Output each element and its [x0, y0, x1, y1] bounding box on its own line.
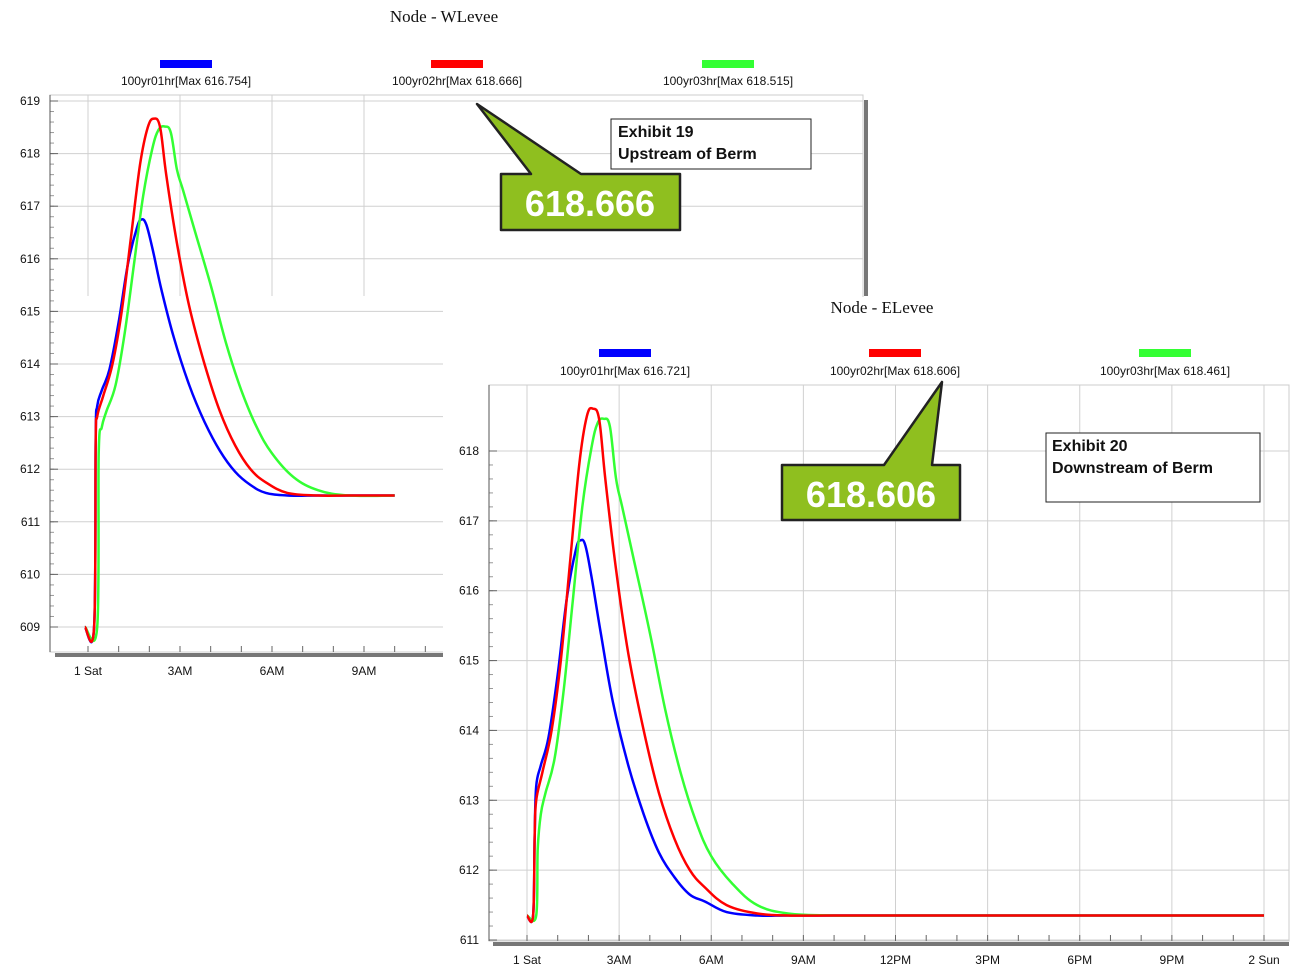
- series-lines: [525, 406, 1264, 924]
- y-tick-label: 616: [459, 584, 479, 598]
- legend-swatch-blue: [599, 349, 651, 357]
- y-tick-label: 616: [20, 252, 40, 266]
- y-tick-label: 612: [20, 462, 40, 476]
- x-tick-label: 3PM: [975, 953, 1000, 966]
- exhibit-title: Exhibit 20: [1052, 438, 1128, 455]
- chart-title: Node - WLevee: [390, 7, 498, 26]
- x-axis: 1 Sat 3AM 6AM 9AM 12PM 3PM 6PM 9PM 2 Sun: [513, 935, 1280, 966]
- x-axis: 1 Sat 3AM 6AM 9AM: [74, 646, 426, 678]
- series-line-blue: [83, 218, 395, 644]
- exhibit-title: Exhibit 19: [618, 124, 694, 141]
- series-lines: [83, 117, 395, 644]
- exhibit-box: [610, 118, 812, 170]
- y-tick-label: 614: [20, 357, 40, 371]
- x-tick-label: 9AM: [791, 953, 816, 966]
- chart-elevee: Node - ELevee 100yr01hr[Max 616.721] 100…: [459, 298, 1290, 966]
- legend-swatch-green: [1139, 349, 1191, 357]
- exhibit-subtitle: Upstream of Berm: [618, 146, 757, 163]
- legend-swatch-red: [431, 60, 483, 68]
- exhibit-subtitle: Downstream of Berm: [1052, 460, 1213, 477]
- max-callout: [780, 380, 962, 522]
- x-tick-label: 6PM: [1067, 953, 1092, 966]
- x-tick-label: 12PM: [880, 953, 911, 966]
- x-tick-label: 9AM: [352, 664, 377, 678]
- y-tick-label: 617: [459, 514, 479, 528]
- y-tick-label: 611: [21, 515, 40, 529]
- legend-swatch-green: [702, 60, 754, 68]
- series-line-green: [83, 125, 395, 643]
- max-callout-value: 618.666: [525, 183, 655, 224]
- y-tick-label: 613: [459, 793, 479, 807]
- y-tick-label: 614: [459, 723, 479, 737]
- y-tick-label: 618: [20, 147, 40, 161]
- max-callout: [475, 102, 682, 232]
- legend-swatch-red: [869, 349, 921, 357]
- y-tick-label: 613: [20, 410, 40, 424]
- chart-title: Node - ELevee: [831, 298, 934, 317]
- y-tick-label: 615: [459, 654, 479, 668]
- x-tick-label: 3AM: [607, 953, 632, 966]
- max-callout-value: 618.606: [806, 474, 936, 515]
- legend-label-100yr02hr: 100yr02hr[Max 618.606]: [830, 364, 960, 378]
- y-tick-label: 619: [20, 94, 40, 108]
- series-line-red: [525, 406, 1264, 924]
- y-tick-label: 612: [459, 863, 479, 877]
- y-tick-label: 617: [20, 199, 40, 213]
- y-tick-label: 610: [20, 567, 40, 581]
- legend-label-100yr03hr: 100yr03hr[Max 618.461]: [1100, 364, 1230, 378]
- y-tick-label: 611: [460, 933, 479, 947]
- exhibit-box: [1045, 432, 1261, 503]
- legend-label-100yr01hr: 100yr01hr[Max 616.754]: [121, 74, 251, 88]
- y-tick-label: 615: [20, 304, 40, 318]
- legend-swatch-blue: [160, 60, 212, 68]
- x-tick-label: 2 Sun: [1248, 953, 1279, 966]
- y-axis: 609 610 611 612 613 614 615 616 617 618 619: [20, 94, 58, 634]
- x-tick-label: 6AM: [699, 953, 724, 966]
- x-tick-label: 1 Sat: [513, 953, 542, 966]
- legend-label-100yr02hr: 100yr02hr[Max 618.666]: [392, 74, 522, 88]
- x-tick-label: 1 Sat: [74, 664, 103, 678]
- y-tick-label: 618: [459, 444, 479, 458]
- y-tick-label: 609: [20, 620, 40, 634]
- x-tick-label: 6AM: [260, 664, 285, 678]
- y-axis: 611 612 613 614 615 616 617 618: [459, 444, 497, 947]
- series-line-red: [83, 117, 395, 643]
- x-tick-label: 9PM: [1160, 953, 1185, 966]
- legend-label-100yr03hr: 100yr03hr[Max 618.515]: [663, 74, 793, 88]
- x-tick-label: 3AM: [168, 664, 193, 678]
- legend-label-100yr01hr: 100yr01hr[Max 616.721]: [560, 364, 690, 378]
- gridlines: [489, 385, 1289, 941]
